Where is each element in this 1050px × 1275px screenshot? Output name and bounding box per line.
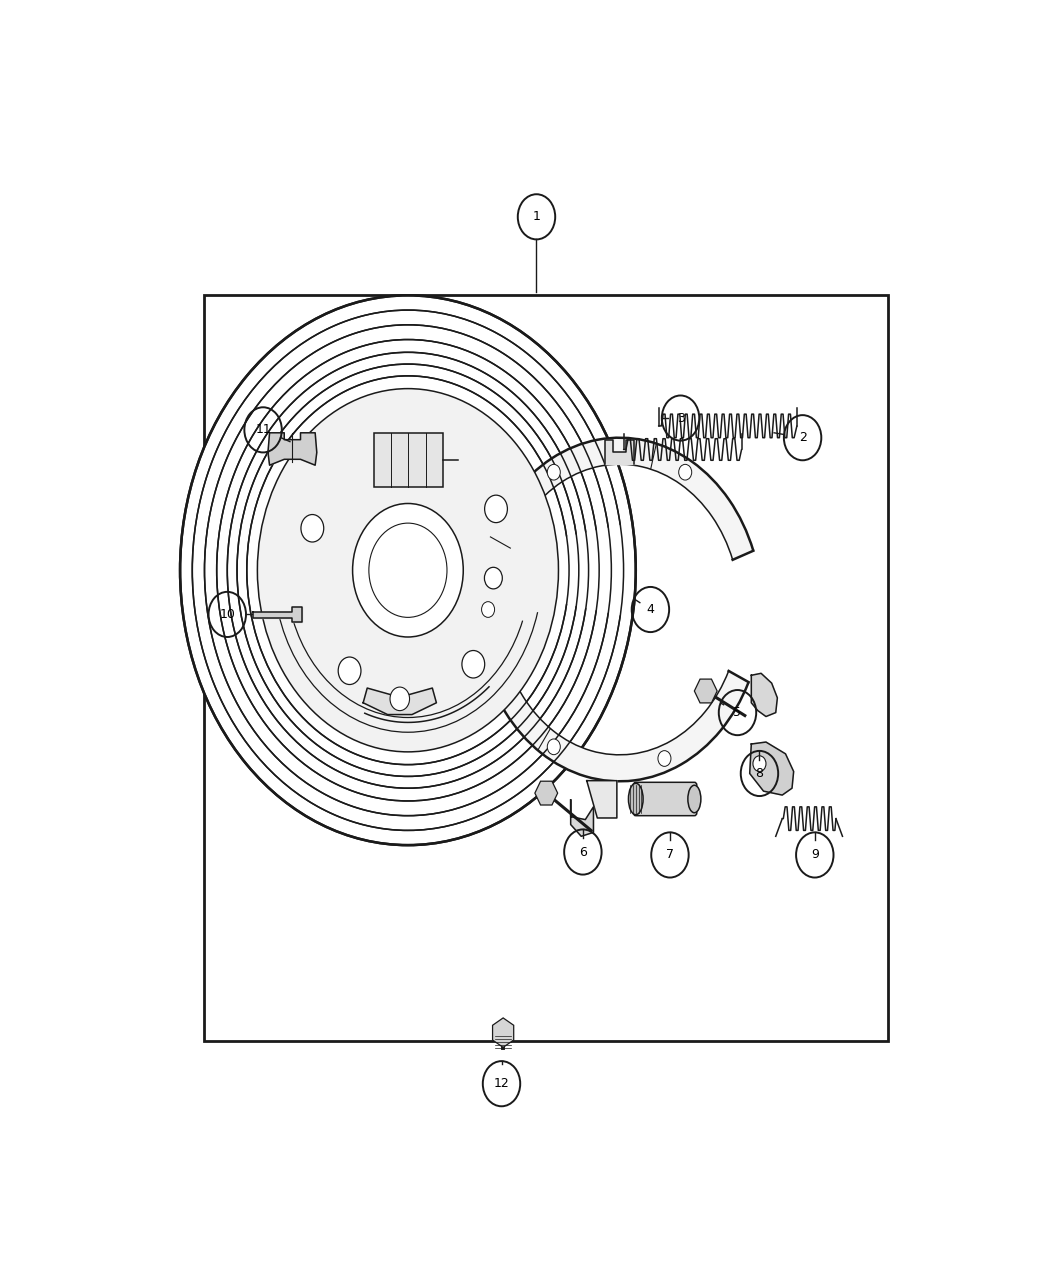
Circle shape — [301, 515, 323, 542]
Circle shape — [753, 756, 766, 771]
Bar — [205, 296, 888, 1042]
Text: 9: 9 — [811, 848, 819, 862]
Circle shape — [678, 464, 692, 481]
Circle shape — [390, 687, 410, 710]
Polygon shape — [477, 437, 753, 782]
Bar — [374, 432, 443, 487]
Polygon shape — [268, 432, 317, 465]
Text: 6: 6 — [579, 845, 587, 858]
Circle shape — [547, 740, 561, 755]
Polygon shape — [605, 440, 634, 464]
Text: 8: 8 — [755, 768, 763, 780]
Text: 3: 3 — [676, 412, 685, 425]
Circle shape — [462, 650, 485, 678]
Circle shape — [658, 751, 671, 766]
Polygon shape — [571, 799, 593, 836]
Circle shape — [379, 436, 402, 463]
Text: 2: 2 — [799, 431, 806, 444]
Circle shape — [482, 602, 495, 617]
Ellipse shape — [688, 785, 701, 812]
Text: 4: 4 — [647, 603, 654, 616]
Circle shape — [257, 389, 559, 752]
Ellipse shape — [629, 783, 643, 815]
Text: 10: 10 — [219, 608, 235, 621]
Text: 5: 5 — [734, 706, 741, 719]
Circle shape — [353, 504, 463, 638]
FancyBboxPatch shape — [633, 783, 697, 816]
Text: 1: 1 — [532, 210, 541, 223]
Circle shape — [485, 495, 507, 523]
Polygon shape — [587, 780, 616, 819]
Text: 11: 11 — [255, 423, 271, 436]
Polygon shape — [752, 673, 777, 717]
Polygon shape — [253, 607, 302, 622]
Polygon shape — [750, 742, 794, 796]
Circle shape — [547, 464, 561, 481]
Polygon shape — [363, 688, 437, 714]
Circle shape — [181, 296, 636, 845]
Text: 12: 12 — [494, 1077, 509, 1090]
Text: 7: 7 — [666, 848, 674, 862]
Circle shape — [484, 567, 502, 589]
Circle shape — [338, 657, 361, 685]
